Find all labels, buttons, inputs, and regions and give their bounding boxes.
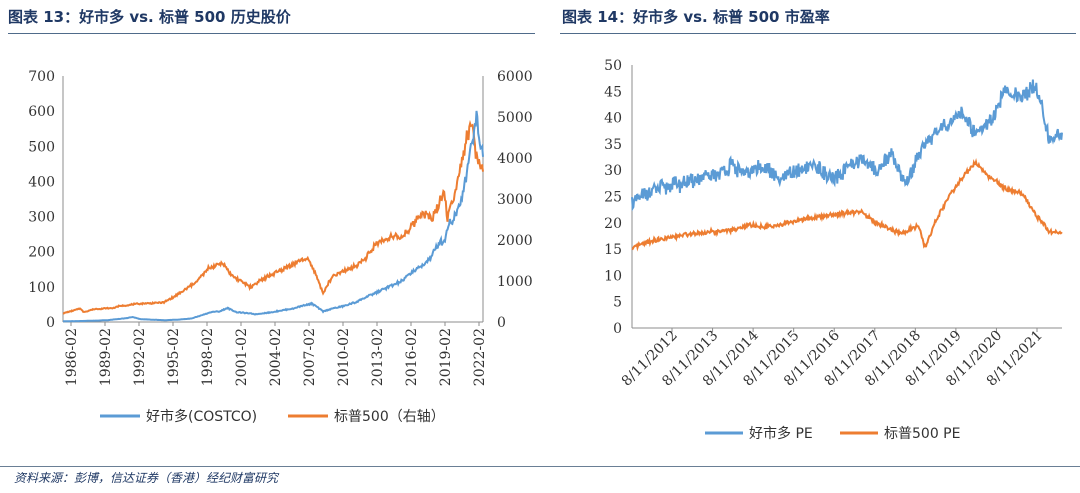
chart1-left-tick: 500: [28, 139, 55, 155]
chart2-y-tick: 10: [604, 268, 622, 284]
chart2-y-tick: 45: [604, 84, 622, 100]
chart1-x-tick: 2013-02: [370, 328, 386, 386]
chart1-series-costco: [63, 110, 484, 323]
chart2-y-tick: 5: [613, 295, 622, 311]
chart2-series-sp500-pe: [631, 157, 1063, 252]
chart1-x-tick: 2010-02: [336, 328, 352, 386]
chart2-y-tick: 30: [604, 163, 622, 179]
chart1-right-tick: 3000: [497, 192, 533, 208]
chart1-right-tick: 0: [497, 315, 506, 331]
chart1-right-tick: 2000: [497, 233, 533, 249]
chart1-legend-sp500: 标普500（右轴）: [334, 409, 445, 425]
source-note: 资料来源：彭博，信达证券（香港）经纪财富研究: [14, 471, 279, 485]
chart1-right-tick: 1000: [497, 274, 533, 290]
chart2-legend-costco: 好市多 PE: [749, 425, 813, 442]
chart1-right-tick: 5000: [497, 110, 533, 126]
chart2-title-rule: [560, 33, 1076, 34]
chart1-x-tick: 1986-02: [64, 328, 80, 386]
chart1-x-tick: 1998-02: [200, 328, 216, 386]
chart2-y-tick: 40: [604, 111, 622, 127]
chart1-series-sp500: [62, 119, 484, 315]
chart1-x-tick: 2022-02: [472, 328, 488, 386]
chart1-left-tick: 200: [28, 245, 55, 261]
chart1-left-tick: 0: [46, 315, 55, 331]
chart1-left-tick: 300: [28, 210, 55, 226]
chart1-left-tick: 100: [28, 280, 55, 296]
source-rule: [0, 466, 1080, 467]
chart2-y-tick: 20: [604, 216, 622, 232]
chart1-title-rule: [8, 33, 535, 34]
chart1-left-tick: 400: [28, 174, 55, 190]
chart1-x-tick: 2016-02: [404, 328, 420, 386]
chart1-left-tick: 700: [28, 69, 55, 85]
chart1-x-tick: 2019-02: [438, 328, 454, 386]
chart2-svg: 051015202530354045508/11/20128/11/20138/…: [604, 58, 1063, 442]
chart1-x-tick: 1995-02: [166, 328, 182, 386]
chart1-svg: 0 100 200 300 400 500 600 700 0 1000 2000 3000 4000 5…: [28, 69, 533, 425]
chart1-x-tick: 1992-02: [132, 328, 148, 386]
chart1-x-tick: 2007-02: [302, 328, 318, 386]
chart2-y-tick: 15: [604, 242, 622, 258]
chart2-legend-sp500: 标普500 PE: [884, 426, 960, 442]
chart1-x-tick: 1989-02: [98, 328, 114, 386]
chart2-y-tick: 25: [604, 190, 622, 206]
chart1-title: 图表 13：好市多 vs. 标普 500 历史股价: [8, 8, 291, 26]
chart1-x-tick: 2004-02: [268, 328, 284, 386]
chart2-series-costco-pe: [631, 79, 1063, 212]
chart1-legend-costco: 好市多(COSTCO): [146, 408, 257, 425]
chart1-left-tick: 600: [28, 104, 55, 120]
chart1-right-tick: 4000: [497, 151, 533, 167]
chart2-title: 图表 14：好市多 vs. 标普 500 市盈率: [562, 8, 830, 26]
chart2-y-tick: 50: [604, 58, 622, 74]
chart1-right-tick: 6000: [497, 69, 533, 85]
chart1-x-tick: 2001-02: [234, 328, 250, 386]
chart2-y-tick: 0: [613, 321, 622, 337]
chart2-y-tick: 35: [604, 137, 622, 153]
